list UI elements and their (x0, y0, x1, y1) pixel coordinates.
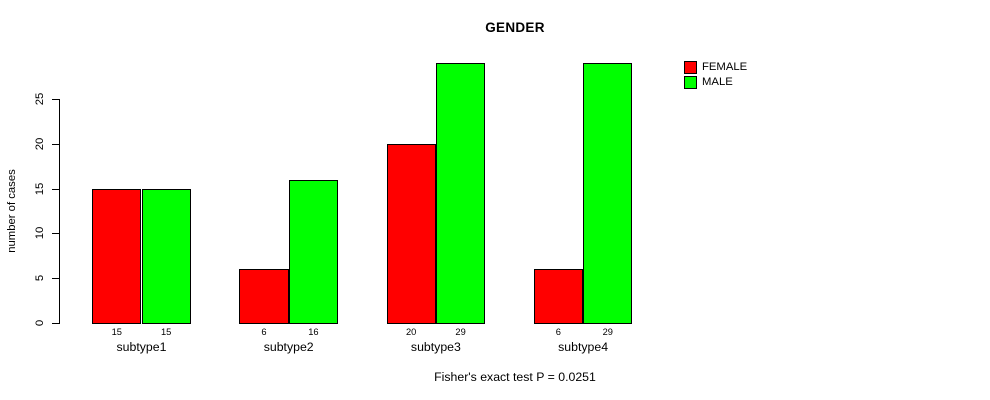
statistical-test-caption: Fisher's exact test P = 0.0251 (434, 370, 596, 384)
bar-female-subtype2 (239, 269, 289, 324)
x-axis-category-label: subtype3 (410, 340, 461, 354)
bar-value-label: 6 (261, 327, 267, 337)
male-color-swatch (684, 75, 697, 89)
legend-label-male: MALE (702, 76, 733, 88)
x-axis-category-label: subtype1 (116, 340, 167, 354)
bar-female-subtype1 (92, 188, 142, 324)
y-axis-line (59, 99, 60, 324)
y-axis-tick (52, 323, 59, 324)
y-axis-tick (52, 188, 59, 190)
x-axis-category-label: subtype2 (263, 340, 314, 354)
legend-item-male: MALE (684, 75, 747, 89)
bar-value-label: 16 (308, 327, 319, 337)
bar-value-label: 20 (406, 327, 417, 337)
y-axis-tick-label: 15 (34, 182, 46, 195)
female-color-swatch (684, 60, 697, 74)
y-axis-tick-label: 0 (34, 319, 46, 327)
y-axis-tick-label: 5 (34, 275, 46, 282)
legend: FEMALE MALE (684, 60, 747, 90)
y-axis-tick (52, 99, 59, 100)
bar-value-label: 15 (111, 327, 122, 337)
y-axis-tick (52, 143, 59, 145)
chart-title: GENDER (485, 20, 545, 35)
bar-male-subtype4 (583, 63, 633, 324)
bar-value-label: 6 (555, 327, 561, 337)
bar-value-label: 29 (602, 327, 613, 337)
bar-male-subtype1 (141, 188, 191, 324)
bar-male-subtype2 (288, 179, 339, 324)
legend-label-female: FEMALE (702, 61, 748, 73)
legend-item-female: FEMALE (684, 60, 747, 74)
y-axis-tick (52, 278, 59, 280)
bar-female-subtype4 (533, 269, 584, 324)
bar-value-label: 29 (455, 327, 466, 337)
y-axis-tick-label: 10 (34, 227, 46, 240)
bar-male-subtype3 (435, 63, 486, 324)
bar-female-subtype3 (386, 143, 436, 324)
y-axis-tick (52, 233, 59, 235)
x-axis-category-label: subtype4 (558, 340, 609, 354)
bar-value-label: 15 (161, 327, 172, 337)
y-axis-tick-label: 20 (34, 137, 46, 151)
y-axis-tick-label: 25 (34, 92, 46, 106)
